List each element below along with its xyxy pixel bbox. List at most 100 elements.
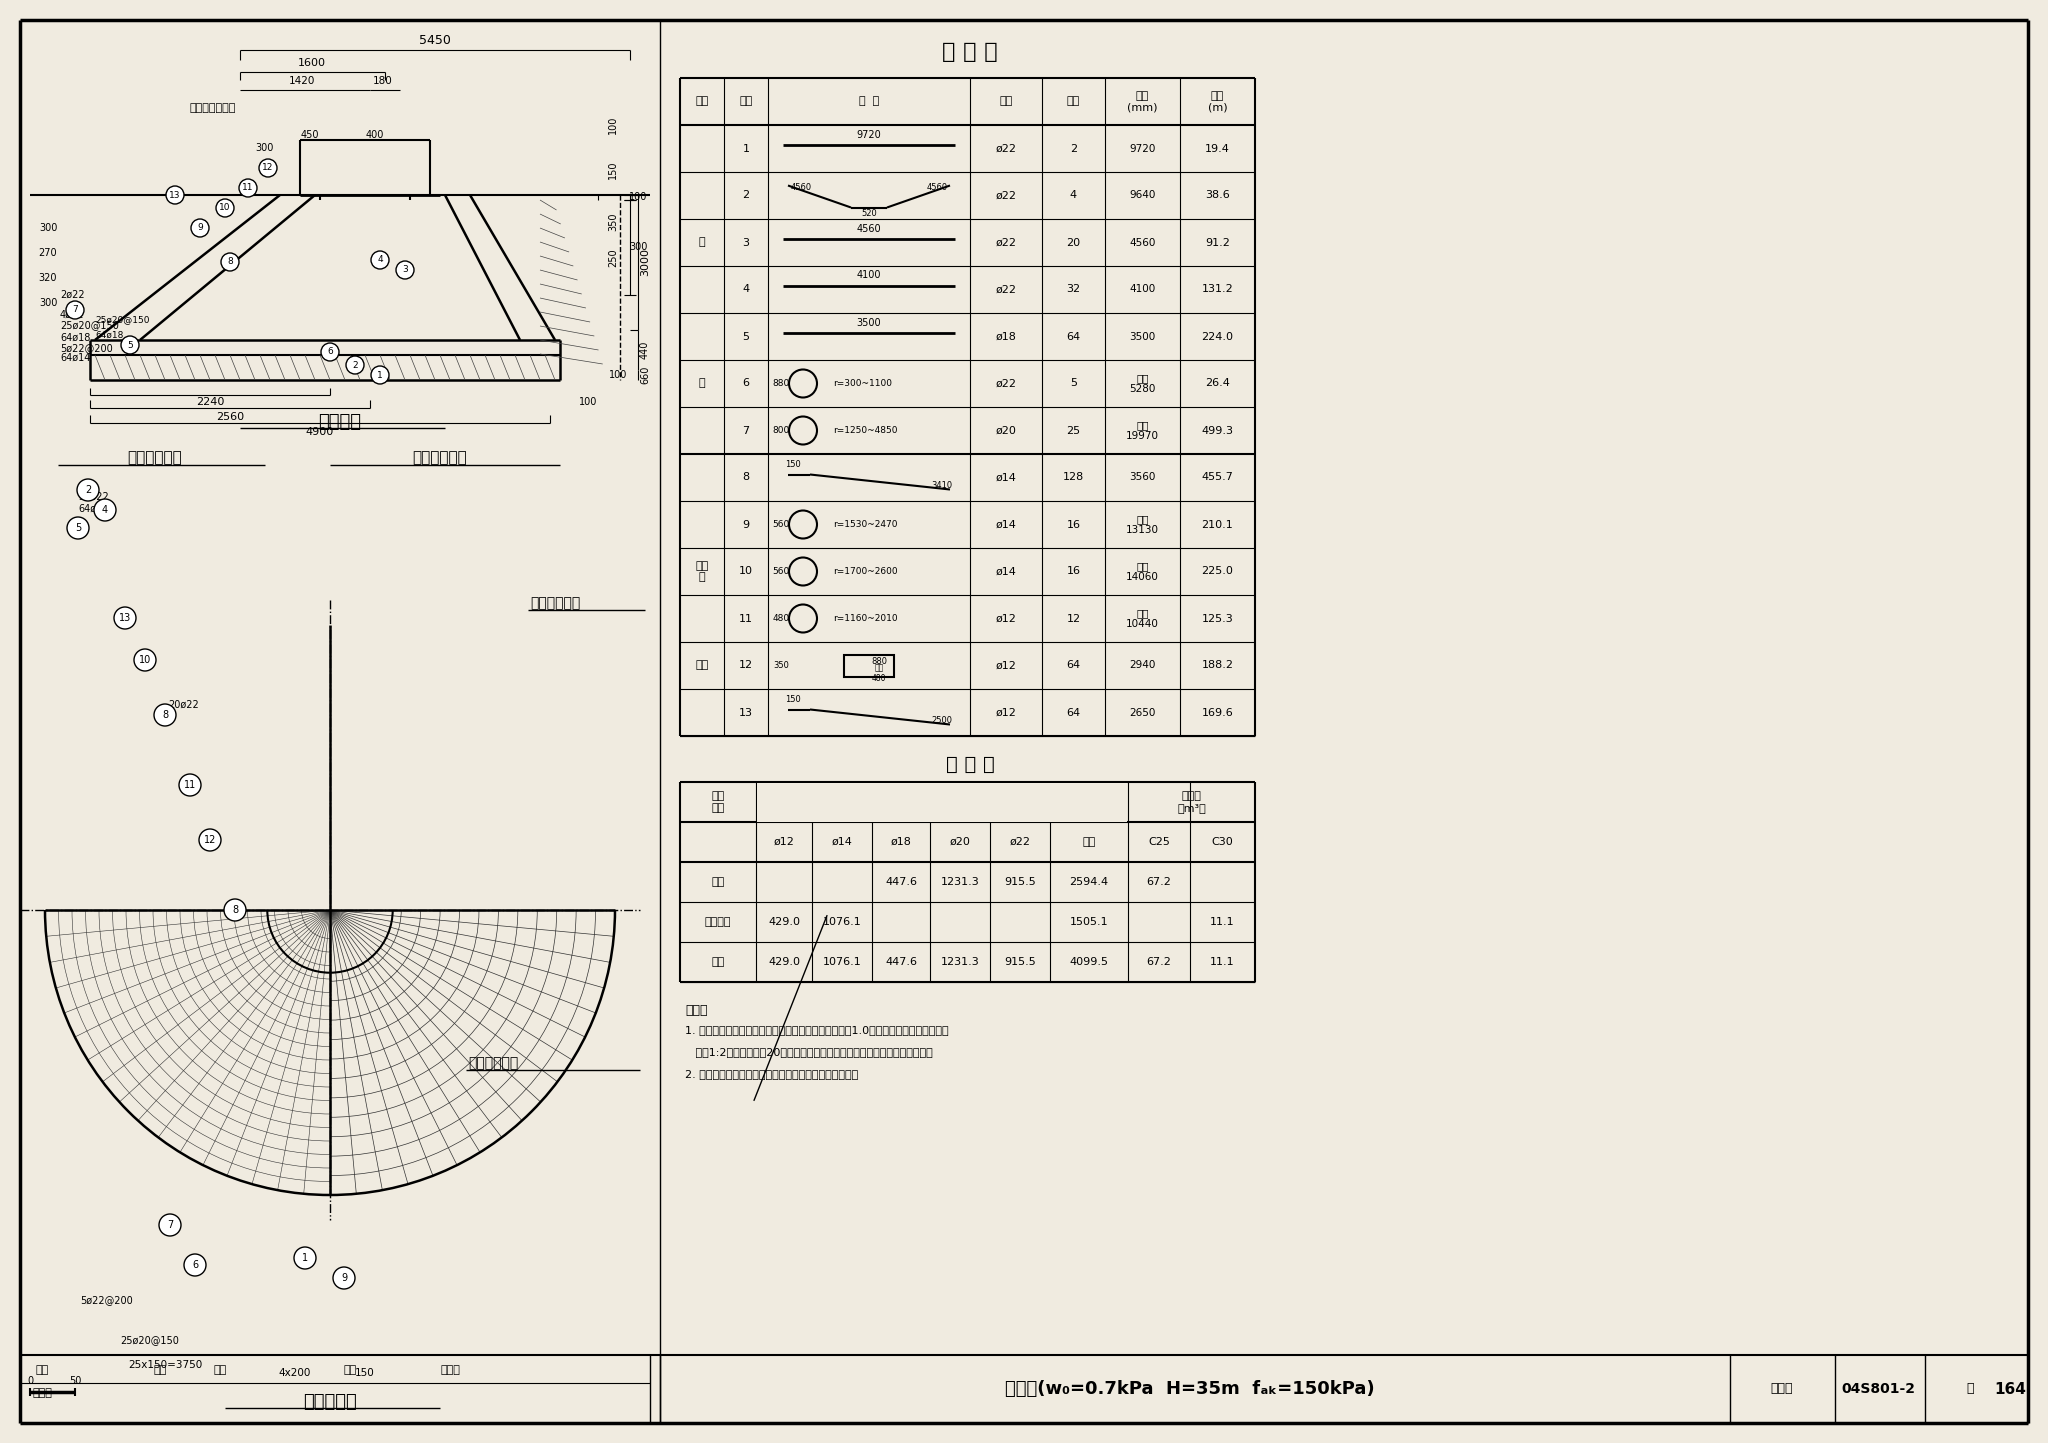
- Text: 26.4: 26.4: [1204, 378, 1231, 388]
- Text: 480: 480: [772, 615, 791, 623]
- Text: ø22: ø22: [995, 238, 1016, 248]
- Circle shape: [334, 1267, 354, 1289]
- Text: 2: 2: [1069, 143, 1077, 153]
- Text: 4ø22: 4ø22: [59, 310, 84, 320]
- Text: 25: 25: [1067, 426, 1081, 436]
- Text: 5: 5: [76, 522, 82, 532]
- Text: 915.5: 915.5: [1004, 877, 1036, 887]
- Text: 3000: 3000: [639, 248, 649, 276]
- Text: 4x200: 4x200: [279, 1368, 311, 1378]
- Circle shape: [371, 367, 389, 384]
- Text: 4560: 4560: [1128, 238, 1155, 248]
- Text: 编号: 编号: [739, 97, 752, 107]
- Text: 1231.3: 1231.3: [940, 877, 979, 887]
- Circle shape: [221, 253, 240, 271]
- Text: 250: 250: [608, 248, 618, 267]
- Text: 447.6: 447.6: [885, 877, 918, 887]
- Text: 300: 300: [256, 143, 274, 153]
- Text: 04S801-2: 04S801-2: [1841, 1382, 1915, 1395]
- Text: 429.0: 429.0: [768, 957, 801, 967]
- Text: 9: 9: [197, 224, 203, 232]
- Text: 宋绍先: 宋绍先: [33, 1388, 51, 1398]
- Text: 合计: 合计: [1083, 837, 1096, 847]
- Text: 50: 50: [70, 1377, 82, 1385]
- Text: 锥壳环梁配筋: 锥壳环梁配筋: [530, 596, 580, 610]
- Text: 300: 300: [39, 299, 57, 307]
- Text: 100: 100: [629, 192, 647, 202]
- Circle shape: [322, 343, 340, 361]
- Text: 16: 16: [1067, 567, 1081, 577]
- Text: 底板配筋平面: 底板配筋平面: [127, 450, 182, 466]
- Text: 2. 管道穿过基础时预埋套管的位置及尺寸见管道安装图。: 2. 管道穿过基础时预埋套管的位置及尺寸见管道安装图。: [684, 1069, 858, 1079]
- Text: 128: 128: [1063, 472, 1083, 482]
- Text: 25ø20@150: 25ø20@150: [59, 320, 119, 330]
- Text: 平均
19970: 平均 19970: [1126, 420, 1159, 442]
- Text: 320: 320: [39, 273, 57, 283]
- Text: 4100: 4100: [1128, 284, 1155, 294]
- Circle shape: [223, 899, 246, 921]
- Text: C25: C25: [1149, 837, 1169, 847]
- Text: C30: C30: [1212, 837, 1233, 847]
- Circle shape: [190, 219, 209, 237]
- Text: ø22: ø22: [995, 284, 1016, 294]
- Text: 225.0: 225.0: [1202, 567, 1233, 577]
- Text: 构件
名称: 构件 名称: [711, 791, 725, 812]
- Text: 10: 10: [739, 567, 754, 577]
- Text: 3410: 3410: [932, 481, 952, 491]
- Text: 审核: 审核: [35, 1365, 49, 1375]
- Text: 1076.1: 1076.1: [823, 957, 862, 967]
- Circle shape: [154, 704, 176, 726]
- Text: 5450: 5450: [420, 33, 451, 46]
- Text: 衣学波: 衣学波: [440, 1365, 461, 1375]
- Text: 400: 400: [367, 130, 385, 140]
- Text: 锥壳外层配筋: 锥壳外层配筋: [412, 450, 467, 466]
- Text: 平均
14060: 平均 14060: [1126, 561, 1159, 583]
- Text: 560: 560: [772, 519, 791, 530]
- Text: 2650: 2650: [1128, 707, 1155, 717]
- Text: 合计: 合计: [711, 957, 725, 967]
- Text: 210.1: 210.1: [1202, 519, 1233, 530]
- Circle shape: [68, 517, 88, 540]
- Text: 3560: 3560: [1128, 472, 1155, 482]
- Circle shape: [258, 159, 276, 177]
- Text: 1: 1: [377, 371, 383, 380]
- Text: 800: 800: [772, 426, 791, 434]
- Text: 平均
13130: 平均 13130: [1126, 514, 1159, 535]
- Text: 4: 4: [1069, 190, 1077, 201]
- Text: 660: 660: [639, 367, 649, 384]
- Text: 5: 5: [743, 332, 750, 342]
- Text: ø14: ø14: [995, 567, 1016, 577]
- Text: 3500: 3500: [1128, 332, 1155, 342]
- Circle shape: [395, 261, 414, 278]
- Text: 100: 100: [608, 115, 618, 134]
- Text: 图集号: 图集号: [1772, 1382, 1794, 1395]
- Circle shape: [166, 186, 184, 203]
- Text: 7: 7: [743, 426, 750, 436]
- Text: 12: 12: [739, 661, 754, 671]
- Text: 300: 300: [39, 224, 57, 232]
- Text: 采用1:2水泥砂浆抹面20毫米厚；无地下水时，外表面可涂热沥青两遍防腐。: 采用1:2水泥砂浆抹面20毫米厚；无地下水时，外表面可涂热沥青两遍防腐。: [684, 1048, 932, 1058]
- Text: 4: 4: [377, 255, 383, 264]
- Text: 25ø20@150: 25ø20@150: [94, 316, 150, 325]
- Text: ø22: ø22: [995, 378, 1016, 388]
- Text: 1505.1: 1505.1: [1069, 916, 1108, 926]
- Text: 立剖面图: 立剖面图: [319, 413, 362, 431]
- Text: r=1160~2010: r=1160~2010: [834, 615, 897, 623]
- Text: 简  图: 简 图: [858, 97, 879, 107]
- Text: 64ø14: 64ø14: [59, 354, 90, 364]
- Text: ø12: ø12: [995, 661, 1016, 671]
- Text: 64ø18: 64ø18: [59, 333, 90, 343]
- Circle shape: [66, 302, 84, 319]
- Text: 150: 150: [784, 460, 801, 469]
- Text: ø18: ø18: [995, 332, 1016, 342]
- Text: 350: 350: [772, 661, 788, 670]
- Text: 共长
(m): 共长 (m): [1208, 91, 1227, 113]
- Text: 1231.3: 1231.3: [940, 957, 979, 967]
- Text: 64: 64: [1067, 707, 1081, 717]
- Text: 447.6: 447.6: [885, 957, 918, 967]
- Text: ø12: ø12: [995, 707, 1016, 717]
- Circle shape: [160, 1214, 180, 1237]
- Text: 9720: 9720: [856, 130, 881, 140]
- Circle shape: [240, 179, 256, 198]
- Text: 12: 12: [205, 835, 217, 846]
